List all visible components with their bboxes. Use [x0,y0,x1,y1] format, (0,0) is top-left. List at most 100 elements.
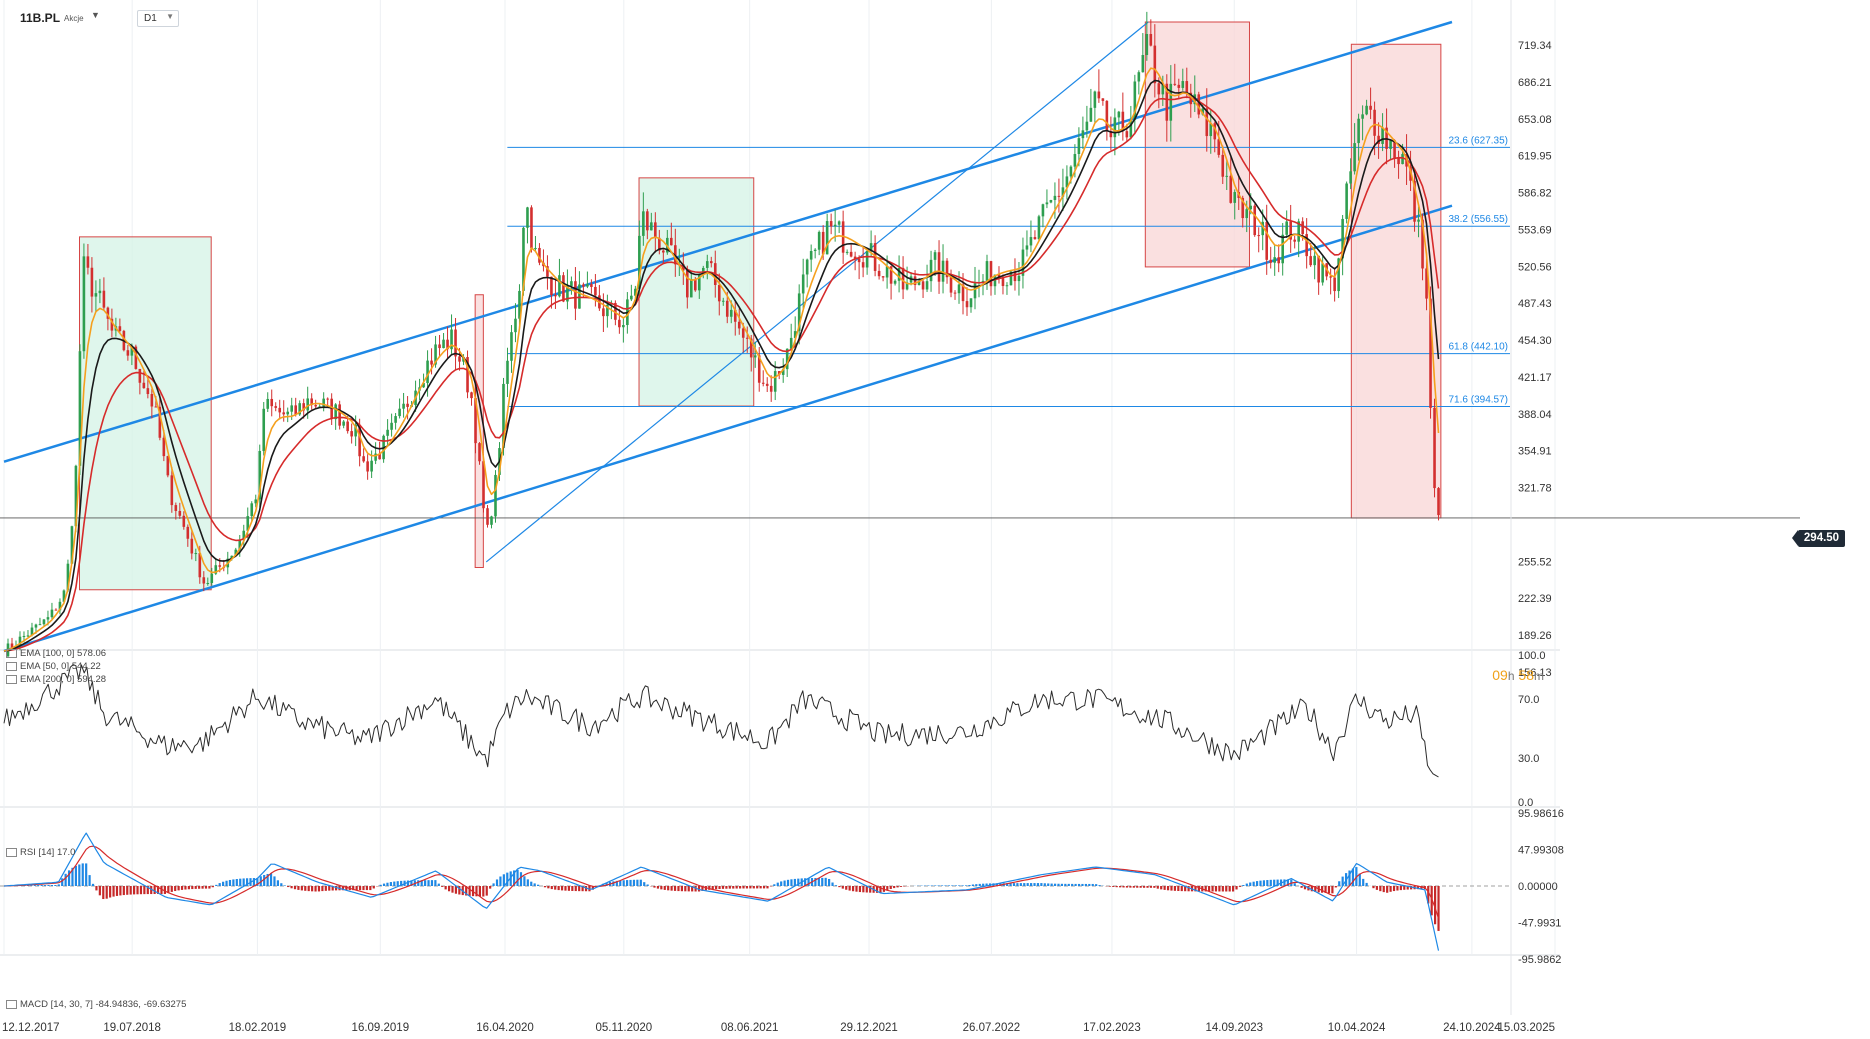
candle-body [314,405,317,407]
price-axis-label: 222.39 [1518,593,1552,605]
candle-body [570,281,573,286]
ema50-legend[interactable]: EMA [50, 0] 544.22 [6,661,101,672]
candle-body [1353,143,1356,172]
candle-body [386,429,389,436]
candle-body [494,474,497,517]
candle-body [1241,197,1245,219]
candle-body [294,405,298,415]
candle-body [334,404,337,420]
settings-icon[interactable] [6,999,17,1009]
candle-body [709,261,713,264]
ema100-legend[interactable]: EMA [100, 0] 578.06 [6,648,106,659]
macd-axis-label: 95.98616 [1518,808,1564,820]
candle-body [302,403,305,411]
candle-body [354,424,357,437]
candle-body [973,283,977,299]
candle-body [1033,237,1037,240]
ema200-legend-text: EMA [200, 0] 594.28 [20,674,107,685]
candle-body [662,250,665,253]
settings-icon[interactable] [6,661,17,671]
candle-body [809,251,813,260]
candle-body [1261,221,1265,236]
candle-body [885,266,889,278]
candle-body [658,237,661,251]
price-axis-label: 553.69 [1518,224,1552,236]
candle-body [989,261,993,287]
candle-body [526,207,529,228]
candle-body [1229,175,1233,203]
candle-body [390,422,393,430]
candle-body [158,406,162,438]
candle-body [94,293,98,297]
timeframe-select[interactable]: D1 ▼ [137,10,179,27]
candle-body [1149,33,1153,46]
candle-body [266,398,270,409]
green-zone-box [638,177,755,407]
candle-body [90,267,94,297]
price-axis-label: 686.21 [1518,77,1552,89]
candle-body [670,237,673,246]
candle-body [474,398,477,444]
macd-line [3,832,1440,951]
candle-body [1017,275,1021,282]
symbol-title[interactable]: 11B.PL [20,11,61,25]
candle-body [937,252,941,282]
candle-body [582,284,585,287]
candle-body [1349,171,1352,184]
settings-icon[interactable] [6,648,17,658]
candle-body [833,224,837,227]
date-axis-label: 24.10.2024 [1443,1022,1501,1034]
candle-body [789,337,793,349]
candle-body [805,259,809,275]
candle-body [458,356,461,362]
price-axis-label: 619.95 [1518,151,1552,163]
settings-icon[interactable] [6,847,17,857]
macd-legend[interactable]: MACD [14, 30, 7] -84.94836, -69.63275 [6,999,186,1010]
candle-body [274,406,278,408]
candle-body [765,383,769,386]
candle-body [949,277,953,293]
candle-body [278,407,282,413]
candle-body [530,207,533,249]
settings-icon[interactable] [6,674,17,684]
symbol-dropdown-icon[interactable]: ▼ [91,10,100,20]
candle-body [749,338,753,358]
session-timer: 09h 58m [1492,667,1544,683]
candle-body [817,231,821,250]
candle-body [1357,118,1360,144]
candle-body [634,288,637,296]
macd-axis-label: 47.99308 [1518,845,1564,857]
rsi-legend[interactable]: RSI [14] 17.0 [6,847,75,858]
candle-body [246,516,250,531]
price-axis-label: 586.82 [1518,188,1552,200]
candle-body [614,302,617,320]
chevron-down-icon: ▼ [166,12,174,21]
candle-body [1097,91,1101,99]
ema50-line [3,67,1440,652]
candle-body [861,262,865,268]
candle-body [769,385,773,392]
candle-body [1129,119,1133,138]
candle-body [777,371,781,375]
instrument-type-label: Akcje [64,14,84,23]
timer-minutes-unit: m [1534,669,1544,683]
candle-body [1233,192,1237,203]
candle-body [54,609,58,611]
candle-body [230,555,234,559]
candle-body [913,276,917,285]
candle-body [1065,176,1069,188]
candle-body [642,211,645,236]
candle-body [1289,221,1292,240]
fib-level-label: 38.2 (556.55) [1449,214,1509,225]
candle-body [110,318,114,331]
candle-body [562,275,565,302]
fib-level-label: 23.6 (627.35) [1449,135,1509,146]
macd-axis-label: -47.9931 [1518,918,1561,930]
ema200-legend[interactable]: EMA [200, 0] 594.28 [6,674,106,685]
candle-body [1217,139,1221,155]
candle-body [546,266,549,277]
candle-body [741,328,745,338]
price-axis-label: 520.56 [1518,261,1552,273]
candle-body [46,617,50,620]
